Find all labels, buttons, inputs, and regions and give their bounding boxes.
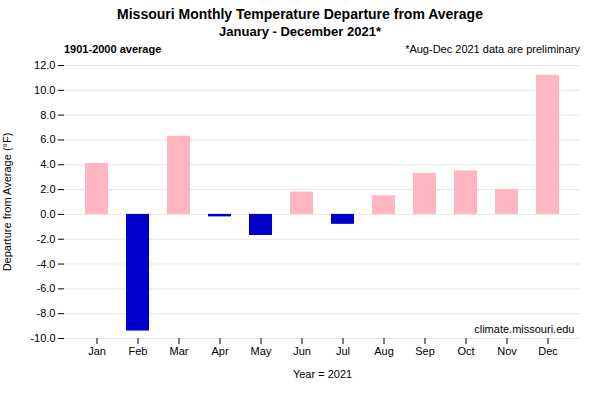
svg-text:May: May — [251, 345, 272, 357]
html-text:January - December 2021*: January - December 2021* — [219, 24, 381, 39]
html-text:Missouri Monthly Temperature D: Missouri Monthly Temperature Departure f… — [117, 6, 483, 22]
svg-text:Departure from Average (°F): Departure from Average (°F) — [1, 133, 13, 272]
svg-text:-6.0: -6.0 — [37, 282, 56, 294]
svg-text:2.0: 2.0 — [40, 183, 55, 195]
svg-text:10.0: 10.0 — [34, 84, 55, 96]
svg-text:Nov: Nov — [497, 345, 517, 357]
svg-text:Dec: Dec — [538, 345, 558, 357]
svg-text:0.0: 0.0 — [40, 208, 55, 220]
svg-text:Feb: Feb — [129, 345, 148, 357]
svg-text:Jul: Jul — [336, 345, 350, 357]
svg-text:8.0: 8.0 — [40, 109, 55, 121]
svg-text:Oct: Oct — [457, 345, 474, 357]
svg-text:12.0: 12.0 — [34, 59, 55, 71]
svg-text:Jun: Jun — [293, 345, 311, 357]
svg-text:-4.0: -4.0 — [37, 258, 56, 270]
svg-text:-2.0: -2.0 — [37, 233, 56, 245]
html-text:*Aug-Dec 2021 data are prelimi: *Aug-Dec 2021 data are preliminary — [405, 43, 580, 55]
svg-text:-8.0: -8.0 — [37, 307, 56, 319]
svg-text:climate.missouri.edu: climate.missouri.edu — [474, 323, 574, 335]
svg-text:-10.0: -10.0 — [30, 332, 55, 344]
svg-text:Apr: Apr — [211, 345, 228, 357]
svg-text:Sep: Sep — [415, 345, 435, 357]
svg-text:Jan: Jan — [88, 345, 106, 357]
svg-text:Mar: Mar — [170, 345, 189, 357]
svg-text:4.0: 4.0 — [40, 158, 55, 170]
svg-text:Year = 2021: Year = 2021 — [293, 368, 352, 380]
svg-text:Aug: Aug — [374, 345, 394, 357]
html-text:1901-2000 average: 1901-2000 average — [64, 43, 162, 55]
svg-text:6.0: 6.0 — [40, 133, 55, 145]
